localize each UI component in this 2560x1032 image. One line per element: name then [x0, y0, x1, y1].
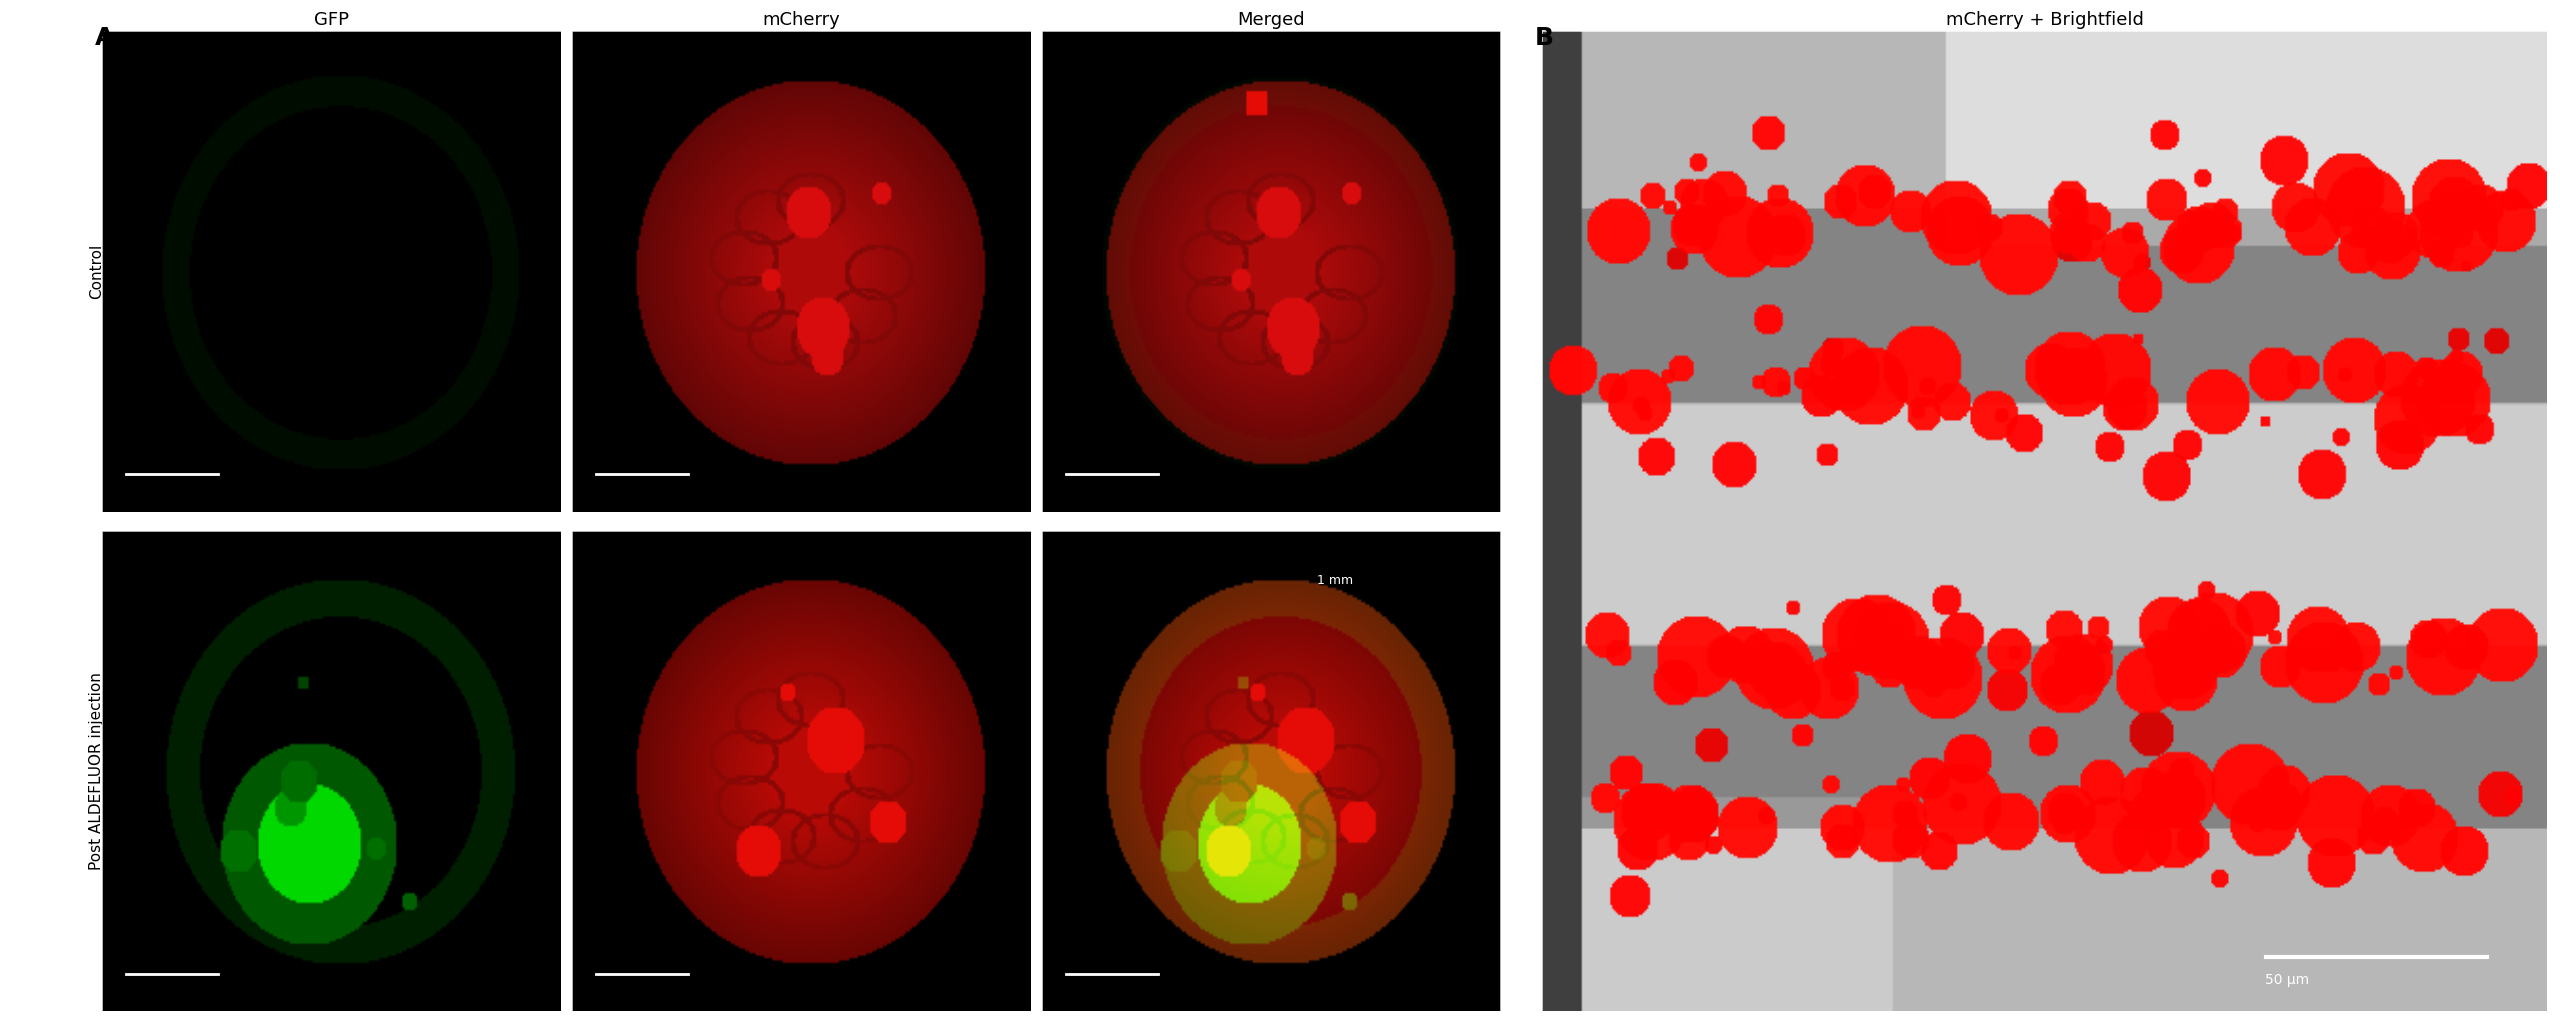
Title: mCherry: mCherry: [763, 11, 840, 29]
Title: Merged: Merged: [1236, 11, 1306, 29]
Text: 50 μm: 50 μm: [2266, 973, 2309, 987]
Text: B: B: [1536, 26, 1554, 50]
Y-axis label: Post ALDEFLUOR injection: Post ALDEFLUOR injection: [90, 672, 105, 870]
Title: mCherry + Brightfield: mCherry + Brightfield: [1946, 11, 2143, 29]
Title: GFP: GFP: [315, 11, 348, 29]
Y-axis label: Control: Control: [90, 244, 105, 299]
Text: 1 mm: 1 mm: [1316, 574, 1354, 587]
Text: A: A: [95, 26, 115, 50]
